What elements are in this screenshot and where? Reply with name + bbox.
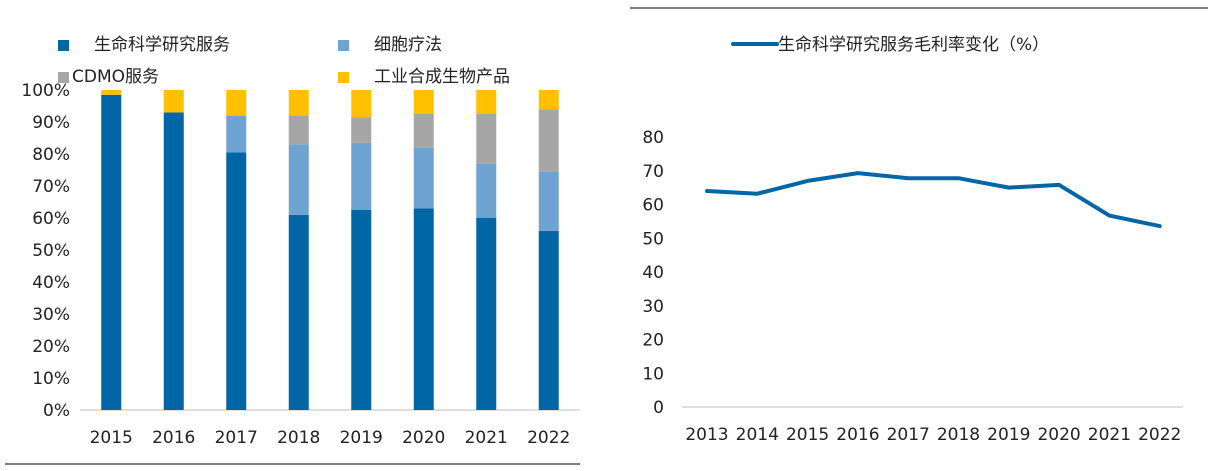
bar-segment-0 — [351, 210, 372, 410]
x-tick-label: 2020 — [402, 428, 445, 448]
bar-segment-1 — [538, 171, 559, 231]
bar-segment-0 — [413, 208, 434, 410]
bar-segment-0 — [538, 230, 559, 410]
data-point — [957, 176, 960, 180]
data-point — [705, 189, 709, 193]
series-line — [705, 171, 1162, 229]
legend-label: 工业合成生物产品 — [374, 67, 510, 87]
data-point — [1107, 214, 1111, 218]
bar-segment-1 — [476, 163, 497, 218]
data-point — [1057, 183, 1061, 187]
x-tick-label: 2017 — [215, 428, 258, 448]
x-tick-label: 2013 — [685, 425, 728, 445]
legend-swatch — [58, 72, 69, 83]
y-tick-label: 40 — [642, 263, 664, 283]
y-tick-label: 80 — [642, 128, 664, 148]
bar-segment-1 — [226, 115, 247, 153]
x-tick-label: 2017 — [887, 425, 930, 445]
bar-segment-0 — [163, 112, 184, 411]
y-tick-label: 10% — [32, 369, 70, 389]
bar-segment-2 — [476, 114, 497, 164]
legend-label: 细胞疗法 — [374, 35, 442, 55]
bar-segment-3 — [476, 90, 497, 114]
bar-segment-3 — [538, 90, 559, 110]
x-tick-label: 2015 — [786, 425, 829, 445]
x-tick-label: 2018 — [277, 428, 320, 448]
bar-segment-2 — [351, 117, 372, 143]
x-tick-label: 2021 — [465, 428, 508, 448]
bar-segment-3 — [163, 90, 184, 113]
bar-segment-3 — [351, 90, 372, 118]
y-tick-label: 50% — [32, 241, 70, 261]
line-chart: 0 10 20 30 40 50 60 70 80 2013 2014 2015 2016 2017 201… — [642, 35, 1183, 445]
bar-segment-0 — [288, 214, 309, 410]
bar-segment-2 — [538, 109, 559, 172]
data-point — [906, 176, 910, 180]
y-tick-label: 80% — [32, 145, 70, 165]
x-tick-label: 2015 — [90, 428, 133, 448]
bar-segment-0 — [476, 218, 497, 410]
bar-segment-2 — [413, 114, 434, 148]
data-point — [755, 192, 759, 196]
bar-segment-1 — [413, 147, 434, 209]
x-tick-label: 2016 — [152, 428, 195, 448]
x-tick-label: 2022 — [1138, 425, 1181, 445]
bar-segment-0 — [101, 94, 122, 411]
y-tick-label: 60 — [642, 196, 664, 216]
y-tick-label: 30% — [32, 305, 70, 325]
y-tick-label: 60% — [32, 209, 70, 229]
y-tick-label: 70% — [32, 177, 70, 197]
legend-label: 生命科学研究服务 — [94, 35, 230, 55]
data-point — [806, 179, 810, 183]
bar-segment-3 — [101, 90, 122, 95]
bar-segment-0 — [226, 152, 247, 410]
y-tick-label: 10 — [642, 364, 664, 384]
x-tick-label: 2014 — [736, 425, 779, 445]
y-tick-label: 90% — [32, 113, 70, 133]
y-tick-label: 30 — [642, 297, 664, 317]
x-tick-label: 2019 — [987, 425, 1030, 445]
y-tick-label: 50 — [642, 229, 664, 249]
legend-swatch — [338, 72, 349, 83]
legend-swatch — [58, 40, 69, 51]
data-point — [1007, 186, 1011, 190]
bar-segment-1 — [351, 142, 372, 210]
bar-segment-3 — [288, 90, 309, 116]
bar-segment-3 — [413, 90, 434, 114]
x-tick-label: 2018 — [937, 425, 980, 445]
y-tick-label: 20% — [32, 337, 70, 357]
x-tick-label: 2020 — [1037, 425, 1080, 445]
y-tick-label: 20 — [642, 331, 664, 351]
data-point — [856, 171, 860, 175]
legend-label: 生命科学研究服务毛利率变化（%） — [778, 35, 1049, 55]
stacked-bar-chart: 0% 10% 20% 30% 40% 50% 60% 70% 80% 90% 100% 2015 201… — [21, 35, 580, 448]
y-tick-label: 40% — [32, 273, 70, 293]
x-tick-label: 2021 — [1088, 425, 1131, 445]
bar-segment-2 — [288, 115, 309, 145]
legend-label: CDMO服务 — [72, 67, 159, 87]
x-tick-label: 2019 — [340, 428, 383, 448]
x-tick-label: 2022 — [527, 428, 570, 448]
bar-segment-3 — [226, 90, 247, 116]
bar-segment-1 — [288, 144, 309, 215]
y-tick-label: 0% — [43, 401, 70, 421]
y-tick-label: 70 — [642, 162, 664, 182]
x-tick-label: 2016 — [836, 425, 879, 445]
y-tick-label: 0 — [653, 398, 664, 418]
y-tick-label: 100% — [21, 81, 70, 101]
data-point — [1158, 224, 1162, 228]
legend-swatch — [338, 40, 349, 51]
